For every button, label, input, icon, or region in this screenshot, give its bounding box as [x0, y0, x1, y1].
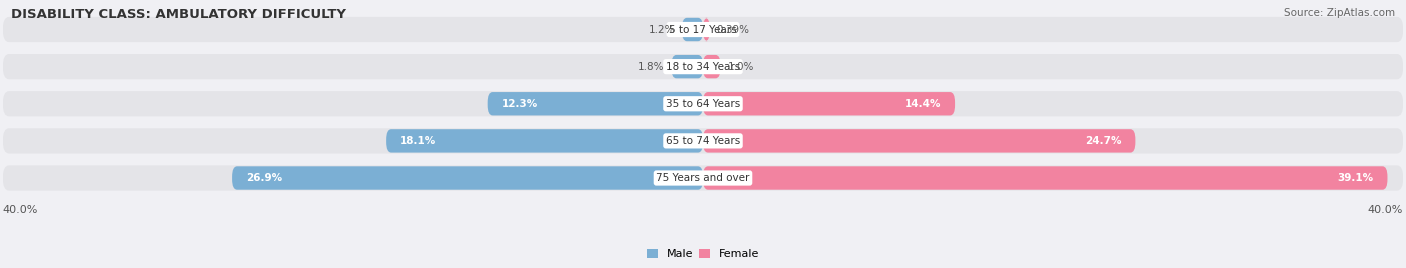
Text: 14.4%: 14.4%	[904, 99, 941, 109]
FancyBboxPatch shape	[682, 18, 703, 41]
Text: 5 to 17 Years: 5 to 17 Years	[669, 24, 737, 35]
FancyBboxPatch shape	[488, 92, 703, 116]
FancyBboxPatch shape	[232, 166, 703, 190]
Text: 75 Years and over: 75 Years and over	[657, 173, 749, 183]
FancyBboxPatch shape	[3, 128, 1403, 154]
FancyBboxPatch shape	[703, 129, 1136, 152]
Text: DISABILITY CLASS: AMBULATORY DIFFICULTY: DISABILITY CLASS: AMBULATORY DIFFICULTY	[11, 8, 346, 21]
Text: 65 to 74 Years: 65 to 74 Years	[666, 136, 740, 146]
Text: 1.8%: 1.8%	[638, 62, 665, 72]
Text: 40.0%: 40.0%	[3, 205, 38, 215]
Text: 12.3%: 12.3%	[502, 99, 538, 109]
FancyBboxPatch shape	[3, 91, 1403, 116]
Text: 39.1%: 39.1%	[1337, 173, 1374, 183]
Text: 40.0%: 40.0%	[1368, 205, 1403, 215]
FancyBboxPatch shape	[703, 166, 1388, 190]
Text: 1.2%: 1.2%	[648, 24, 675, 35]
FancyBboxPatch shape	[387, 129, 703, 152]
Text: 24.7%: 24.7%	[1085, 136, 1122, 146]
FancyBboxPatch shape	[3, 54, 1403, 79]
FancyBboxPatch shape	[703, 92, 955, 116]
Text: 18 to 34 Years: 18 to 34 Years	[666, 62, 740, 72]
Text: 26.9%: 26.9%	[246, 173, 283, 183]
FancyBboxPatch shape	[672, 55, 703, 78]
Text: 1.0%: 1.0%	[727, 62, 754, 72]
FancyBboxPatch shape	[703, 55, 720, 78]
Legend: Male, Female: Male, Female	[643, 245, 763, 264]
Text: 35 to 64 Years: 35 to 64 Years	[666, 99, 740, 109]
Text: 0.39%: 0.39%	[717, 24, 749, 35]
Text: Source: ZipAtlas.com: Source: ZipAtlas.com	[1284, 8, 1395, 18]
FancyBboxPatch shape	[703, 18, 710, 41]
Text: 18.1%: 18.1%	[401, 136, 436, 146]
FancyBboxPatch shape	[3, 17, 1403, 42]
FancyBboxPatch shape	[3, 165, 1403, 191]
